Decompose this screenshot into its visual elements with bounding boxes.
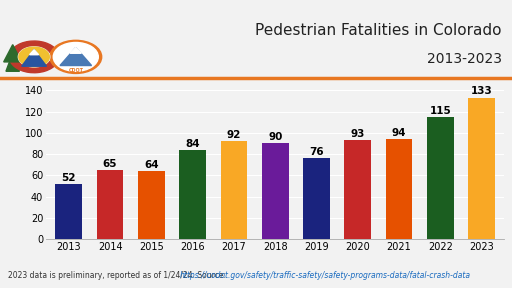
Text: 133: 133 xyxy=(471,86,493,96)
Text: 92: 92 xyxy=(227,130,241,140)
Text: 84: 84 xyxy=(185,139,200,149)
Text: 52: 52 xyxy=(61,173,76,183)
Polygon shape xyxy=(60,48,92,65)
Bar xyxy=(138,171,165,239)
Text: 76: 76 xyxy=(309,147,324,157)
Polygon shape xyxy=(4,45,22,62)
Circle shape xyxy=(53,42,98,71)
Bar xyxy=(303,158,330,239)
Wedge shape xyxy=(18,47,50,67)
Text: 2023 data is preliminary, reported as of 1/24/24. Source:: 2023 data is preliminary, reported as of… xyxy=(8,270,228,280)
Bar xyxy=(262,143,289,239)
Bar xyxy=(427,117,454,239)
Text: 93: 93 xyxy=(351,129,365,139)
Text: CDOT: CDOT xyxy=(68,68,83,73)
Circle shape xyxy=(50,40,102,73)
Bar xyxy=(179,150,206,239)
Text: https://codot.gov/safety/traffic-safety/safety-programs-data/fatal-crash-data: https://codot.gov/safety/traffic-safety/… xyxy=(180,270,471,280)
Text: 64: 64 xyxy=(144,160,159,170)
Bar xyxy=(468,98,495,239)
Wedge shape xyxy=(19,47,49,67)
Bar xyxy=(386,139,413,239)
Polygon shape xyxy=(22,50,47,66)
Bar xyxy=(97,170,123,239)
Text: 65: 65 xyxy=(103,159,117,169)
Polygon shape xyxy=(30,50,38,55)
Text: 2013-2023: 2013-2023 xyxy=(427,52,502,66)
Bar xyxy=(55,184,82,239)
Text: 115: 115 xyxy=(430,106,451,115)
Text: 94: 94 xyxy=(392,128,407,138)
Bar xyxy=(345,140,371,239)
Text: 90: 90 xyxy=(268,132,283,142)
Text: Pedestrian Fatalities in Colorado: Pedestrian Fatalities in Colorado xyxy=(255,23,502,38)
Wedge shape xyxy=(9,41,56,73)
Polygon shape xyxy=(70,48,81,53)
Bar xyxy=(221,141,247,239)
Polygon shape xyxy=(6,53,19,71)
